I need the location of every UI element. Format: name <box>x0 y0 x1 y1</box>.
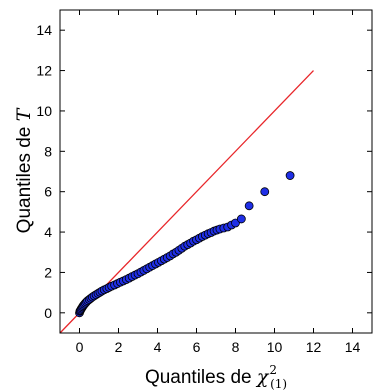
y-tick-label: 6 <box>44 184 52 200</box>
x-tick-label: 0 <box>76 339 84 355</box>
x-tick-label: 2 <box>115 339 123 355</box>
data-point <box>260 187 270 197</box>
y-axis-label-symbol: T <box>13 107 35 121</box>
data-point <box>244 201 254 211</box>
data-point <box>236 214 246 224</box>
x-tick-label: 8 <box>232 339 240 355</box>
x-tick-label: 6 <box>193 339 201 355</box>
x-axis-label: Quantiles de χ2 (1) <box>145 363 287 391</box>
y-axis-label-prefix: Quantiles de <box>14 121 35 233</box>
x-tick-label: 14 <box>345 339 361 355</box>
x-axis-label-symbol: χ <box>255 366 270 388</box>
data-points-layer <box>75 171 295 318</box>
y-tick-label: 8 <box>44 143 52 159</box>
y-tick-label: 2 <box>44 264 52 280</box>
y-tick-label: 10 <box>36 103 52 119</box>
y-tick-label: 0 <box>44 305 52 321</box>
plot-frame <box>59 9 373 334</box>
data-point <box>285 171 295 180</box>
x-axis-label-prefix: Quantiles de <box>145 367 257 388</box>
x-tick-label: 10 <box>267 339 283 355</box>
ticks-layer: 0 2 4 6 8 10 12 14 0 2 4 6 8 10 12 14 <box>36 10 372 355</box>
y-axis-label: Quantiles de T <box>13 107 35 233</box>
x-axis-label-subscript: (1) <box>270 377 287 391</box>
y-tick-label: 12 <box>36 63 52 79</box>
x-tick-label: 12 <box>306 339 322 355</box>
x-tick-label: 4 <box>154 339 162 355</box>
y-tick-label: 4 <box>44 224 52 240</box>
y-tick-label: 14 <box>36 22 52 38</box>
x-axis-label-superscript: 2 <box>269 363 277 377</box>
